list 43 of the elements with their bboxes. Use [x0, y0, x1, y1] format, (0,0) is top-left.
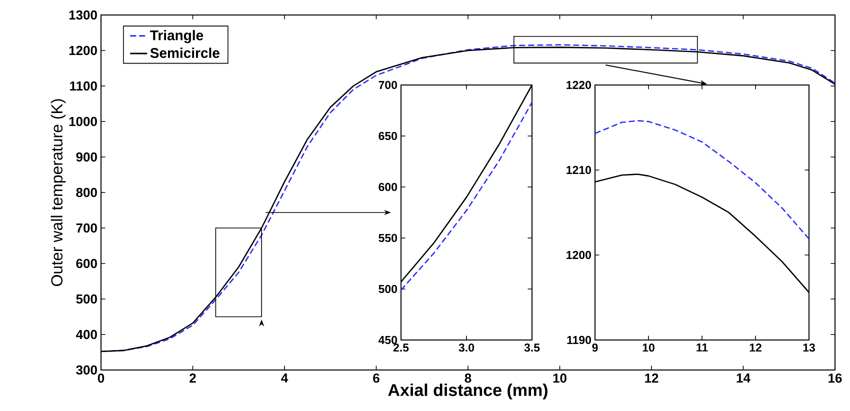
- x-tick-label: 16: [828, 374, 842, 383]
- x-tick-label: 13: [803, 344, 815, 352]
- legend-label: Semicircle: [150, 48, 220, 58]
- x-tick-label: 10: [642, 344, 654, 352]
- x-tick-label: 11: [696, 344, 708, 352]
- y-tick-label: 1220: [566, 80, 591, 90]
- y-tick-label: 550: [378, 234, 398, 242]
- x-tick-label: 12: [750, 344, 762, 352]
- x-axis-title: Axial distance (mm): [388, 384, 548, 400]
- y-tick-label: 1200: [566, 250, 591, 260]
- x-tick-label: 2.5: [393, 344, 409, 352]
- y-tick-label: 1000: [69, 116, 97, 126]
- y-tick-label: 600: [76, 258, 97, 268]
- x-tick-label: 2: [190, 374, 196, 383]
- y-tick-label: 400: [76, 330, 97, 340]
- x-tick-label: 4: [281, 374, 288, 382]
- legend-label: Triangle: [150, 30, 204, 44]
- x-tick-label: 6: [373, 374, 380, 383]
- y-tick-label: 1210: [566, 166, 591, 174]
- x-tick-label: 0: [98, 374, 104, 383]
- y-tick-label: 650: [378, 132, 398, 140]
- y-tick-label: 300: [76, 365, 97, 375]
- y-tick-label: 500: [378, 284, 398, 294]
- x-tick-label: 3.0: [458, 344, 474, 352]
- y-tick-label: 1300: [69, 10, 97, 20]
- y-tick-label: 700: [378, 80, 398, 90]
- x-tick-label: 9: [592, 344, 598, 352]
- x-tick-label: 3.5: [524, 344, 540, 352]
- x-tick-label: 8: [464, 374, 472, 383]
- y-tick-label: 800: [76, 188, 97, 198]
- y-tick-label: 900: [76, 152, 97, 162]
- y-tick-label: 450: [378, 336, 398, 344]
- y-tick-label: 1200: [69, 46, 97, 56]
- y-tick-label: 700: [76, 223, 97, 233]
- y-tick-label: 600: [378, 182, 398, 192]
- x-tick-label: 10: [553, 374, 566, 383]
- y-tick-label: 1190: [567, 336, 591, 344]
- y-tick-label: 1100: [70, 81, 97, 91]
- y-axis-title: Outer wall temperature (K): [50, 99, 66, 286]
- y-tick-label: 500: [76, 294, 97, 304]
- line-series: [595, 120, 809, 240]
- x-tick-label: 12: [645, 374, 658, 383]
- x-tick-label: 14: [736, 374, 750, 382]
